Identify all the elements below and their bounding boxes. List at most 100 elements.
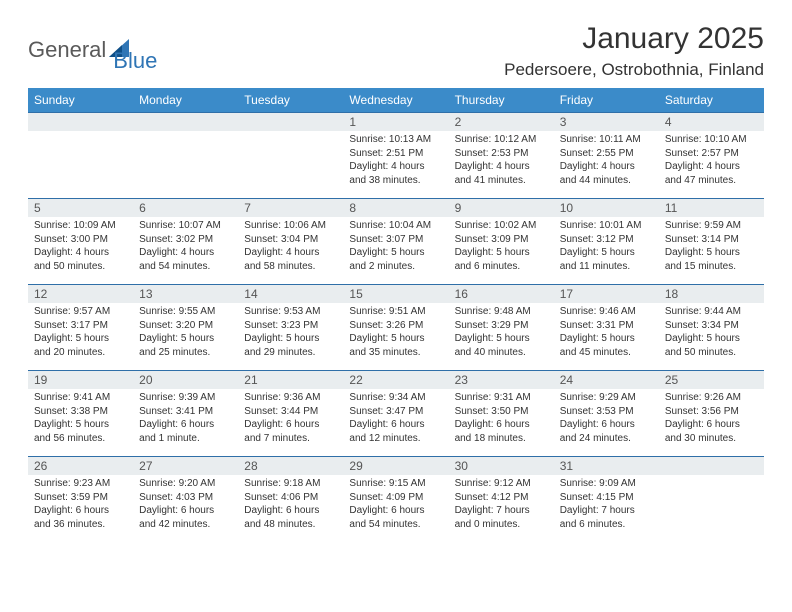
day-line: Daylight: 4 hours <box>34 246 127 260</box>
day-line: Daylight: 5 hours <box>349 246 442 260</box>
day-line: Sunset: 2:51 PM <box>349 147 442 161</box>
day-line: and 30 minutes. <box>665 432 758 446</box>
day-line: Sunrise: 9:59 AM <box>665 219 758 233</box>
day-body: Sunrise: 9:12 AMSunset: 4:12 PMDaylight:… <box>449 475 554 535</box>
weekday-header: Saturday <box>659 88 764 112</box>
day-line: Sunrise: 9:31 AM <box>455 391 548 405</box>
weekday-header: Wednesday <box>343 88 448 112</box>
day-number: 13 <box>133 284 238 303</box>
calendar-day-cell: 16Sunrise: 9:48 AMSunset: 3:29 PMDayligh… <box>449 284 554 370</box>
day-body: Sunrise: 9:55 AMSunset: 3:20 PMDaylight:… <box>133 303 238 363</box>
day-line: and 6 minutes. <box>455 260 548 274</box>
day-number: 22 <box>343 370 448 389</box>
day-line: Daylight: 6 hours <box>139 504 232 518</box>
day-line: Sunset: 3:02 PM <box>139 233 232 247</box>
day-line: Sunset: 4:09 PM <box>349 491 442 505</box>
day-line: Sunrise: 10:02 AM <box>455 219 548 233</box>
day-line: Sunrise: 9:20 AM <box>139 477 232 491</box>
day-number: 18 <box>659 284 764 303</box>
calendar-day-cell: 9Sunrise: 10:02 AMSunset: 3:09 PMDayligh… <box>449 198 554 284</box>
day-line: Sunset: 3:53 PM <box>560 405 653 419</box>
day-line: Daylight: 6 hours <box>560 418 653 432</box>
calendar-day-cell: 4Sunrise: 10:10 AMSunset: 2:57 PMDayligh… <box>659 112 764 198</box>
day-line: and 35 minutes. <box>349 346 442 360</box>
day-number: 16 <box>449 284 554 303</box>
day-body: Sunrise: 9:46 AMSunset: 3:31 PMDaylight:… <box>554 303 659 363</box>
calendar-day-cell: 30Sunrise: 9:12 AMSunset: 4:12 PMDayligh… <box>449 456 554 542</box>
day-line: Sunset: 3:07 PM <box>349 233 442 247</box>
calendar-day-cell: 17Sunrise: 9:46 AMSunset: 3:31 PMDayligh… <box>554 284 659 370</box>
day-line: and 50 minutes. <box>665 346 758 360</box>
day-number: 15 <box>343 284 448 303</box>
day-line: Sunset: 3:47 PM <box>349 405 442 419</box>
day-body: Sunrise: 10:09 AMSunset: 3:00 PMDaylight… <box>28 217 133 277</box>
day-number: 3 <box>554 112 659 131</box>
day-number: 21 <box>238 370 343 389</box>
day-line: and 41 minutes. <box>455 174 548 188</box>
day-line: Daylight: 6 hours <box>244 504 337 518</box>
day-line: and 20 minutes. <box>34 346 127 360</box>
day-line: and 50 minutes. <box>34 260 127 274</box>
weekday-header: Friday <box>554 88 659 112</box>
day-line: Daylight: 5 hours <box>34 418 127 432</box>
day-body: Sunrise: 9:59 AMSunset: 3:14 PMDaylight:… <box>659 217 764 277</box>
day-line: Daylight: 5 hours <box>349 332 442 346</box>
calendar-day-cell: 21Sunrise: 9:36 AMSunset: 3:44 PMDayligh… <box>238 370 343 456</box>
day-line: Daylight: 5 hours <box>455 332 548 346</box>
calendar-day-cell: 25Sunrise: 9:26 AMSunset: 3:56 PMDayligh… <box>659 370 764 456</box>
day-number: 19 <box>28 370 133 389</box>
day-line: Daylight: 6 hours <box>34 504 127 518</box>
calendar-day-cell: 2Sunrise: 10:12 AMSunset: 2:53 PMDayligh… <box>449 112 554 198</box>
day-line: Sunrise: 10:09 AM <box>34 219 127 233</box>
weekday-header: Thursday <box>449 88 554 112</box>
calendar-day-cell: 19Sunrise: 9:41 AMSunset: 3:38 PMDayligh… <box>28 370 133 456</box>
day-body <box>238 131 343 137</box>
calendar-day-cell: 22Sunrise: 9:34 AMSunset: 3:47 PMDayligh… <box>343 370 448 456</box>
day-body: Sunrise: 9:44 AMSunset: 3:34 PMDaylight:… <box>659 303 764 363</box>
day-body: Sunrise: 9:41 AMSunset: 3:38 PMDaylight:… <box>28 389 133 449</box>
calendar-day-cell <box>659 456 764 542</box>
day-line: Sunset: 3:23 PM <box>244 319 337 333</box>
day-line: Sunset: 3:00 PM <box>34 233 127 247</box>
day-line: and 40 minutes. <box>455 346 548 360</box>
day-line: Sunrise: 9:12 AM <box>455 477 548 491</box>
day-line: Daylight: 4 hours <box>665 160 758 174</box>
day-body: Sunrise: 9:39 AMSunset: 3:41 PMDaylight:… <box>133 389 238 449</box>
day-line: Daylight: 4 hours <box>349 160 442 174</box>
day-body: Sunrise: 9:48 AMSunset: 3:29 PMDaylight:… <box>449 303 554 363</box>
title-block: January 2025 Pedersoere, Ostrobothnia, F… <box>504 22 764 80</box>
weekday-header: Tuesday <box>238 88 343 112</box>
day-body: Sunrise: 10:02 AMSunset: 3:09 PMDaylight… <box>449 217 554 277</box>
day-number: 25 <box>659 370 764 389</box>
day-line: Daylight: 5 hours <box>665 246 758 260</box>
day-line: Sunrise: 9:48 AM <box>455 305 548 319</box>
day-line: Daylight: 6 hours <box>349 504 442 518</box>
day-line: Sunrise: 10:06 AM <box>244 219 337 233</box>
day-line: Sunset: 3:04 PM <box>244 233 337 247</box>
day-line: Sunset: 2:57 PM <box>665 147 758 161</box>
day-line: and 12 minutes. <box>349 432 442 446</box>
day-body: Sunrise: 9:26 AMSunset: 3:56 PMDaylight:… <box>659 389 764 449</box>
day-body: Sunrise: 9:23 AMSunset: 3:59 PMDaylight:… <box>28 475 133 535</box>
calendar-day-cell: 27Sunrise: 9:20 AMSunset: 4:03 PMDayligh… <box>133 456 238 542</box>
day-body: Sunrise: 10:07 AMSunset: 3:02 PMDaylight… <box>133 217 238 277</box>
calendar-day-cell: 7Sunrise: 10:06 AMSunset: 3:04 PMDayligh… <box>238 198 343 284</box>
day-number: 29 <box>343 456 448 475</box>
day-line: Sunrise: 10:10 AM <box>665 133 758 147</box>
day-line: and 7 minutes. <box>244 432 337 446</box>
calendar-day-cell: 8Sunrise: 10:04 AMSunset: 3:07 PMDayligh… <box>343 198 448 284</box>
calendar-week-row: 12Sunrise: 9:57 AMSunset: 3:17 PMDayligh… <box>28 284 764 370</box>
calendar-table: Sunday Monday Tuesday Wednesday Thursday… <box>28 88 764 542</box>
logo: General Blue <box>28 26 157 74</box>
day-line: Sunset: 3:31 PM <box>560 319 653 333</box>
day-line: Sunset: 3:38 PM <box>34 405 127 419</box>
day-line: Sunset: 3:59 PM <box>34 491 127 505</box>
day-line: and 48 minutes. <box>244 518 337 532</box>
calendar-week-row: 19Sunrise: 9:41 AMSunset: 3:38 PMDayligh… <box>28 370 764 456</box>
day-line: Daylight: 4 hours <box>455 160 548 174</box>
day-line: and 45 minutes. <box>560 346 653 360</box>
day-body: Sunrise: 9:34 AMSunset: 3:47 PMDaylight:… <box>343 389 448 449</box>
day-line: and 58 minutes. <box>244 260 337 274</box>
day-line: Sunrise: 9:57 AM <box>34 305 127 319</box>
day-body: Sunrise: 9:18 AMSunset: 4:06 PMDaylight:… <box>238 475 343 535</box>
